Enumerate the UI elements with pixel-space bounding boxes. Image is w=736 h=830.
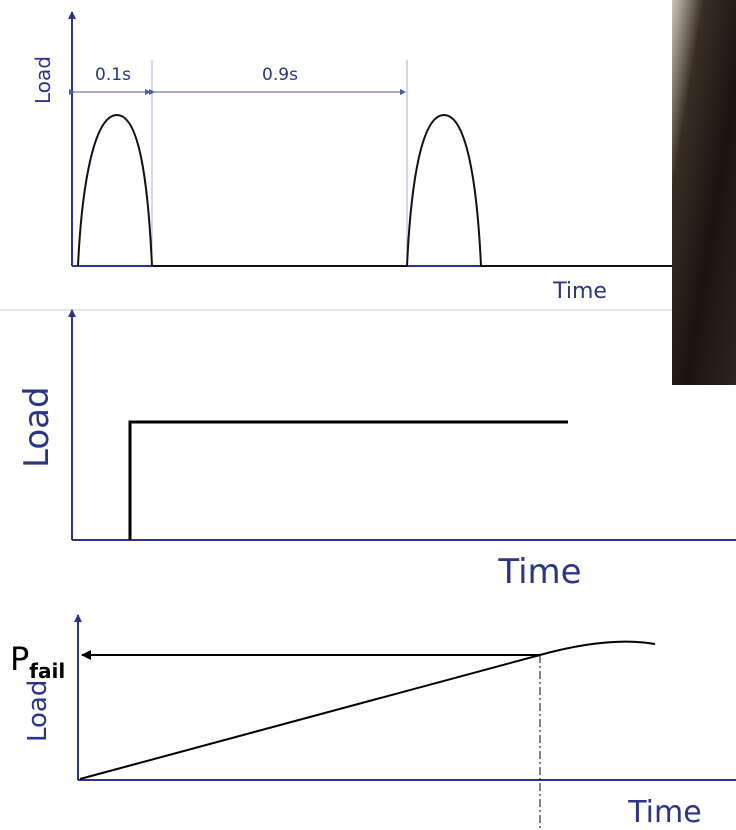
panel-cyclic: 0.1s 0.9s Load Time xyxy=(31,11,672,304)
x-label: Time xyxy=(627,795,701,830)
load-step xyxy=(128,420,568,540)
x-label: Time xyxy=(497,552,581,592)
load-ramp xyxy=(79,640,656,780)
y-label: Load xyxy=(17,386,57,468)
load-curve xyxy=(77,113,672,267)
y-label: Load xyxy=(23,680,53,742)
interval-label: 0.1s xyxy=(95,65,131,85)
photo xyxy=(672,0,736,385)
x-label: Time xyxy=(552,279,607,304)
symbol: P xyxy=(10,640,29,678)
panel-static: Load Time xyxy=(17,309,736,592)
interval-label: 0.9s xyxy=(262,65,298,85)
failure-load-label: Pfail xyxy=(10,640,65,683)
y-label: Load xyxy=(31,56,55,104)
subscript: fail xyxy=(29,659,65,683)
panel-ramp: Pfail Load Time xyxy=(10,614,736,830)
